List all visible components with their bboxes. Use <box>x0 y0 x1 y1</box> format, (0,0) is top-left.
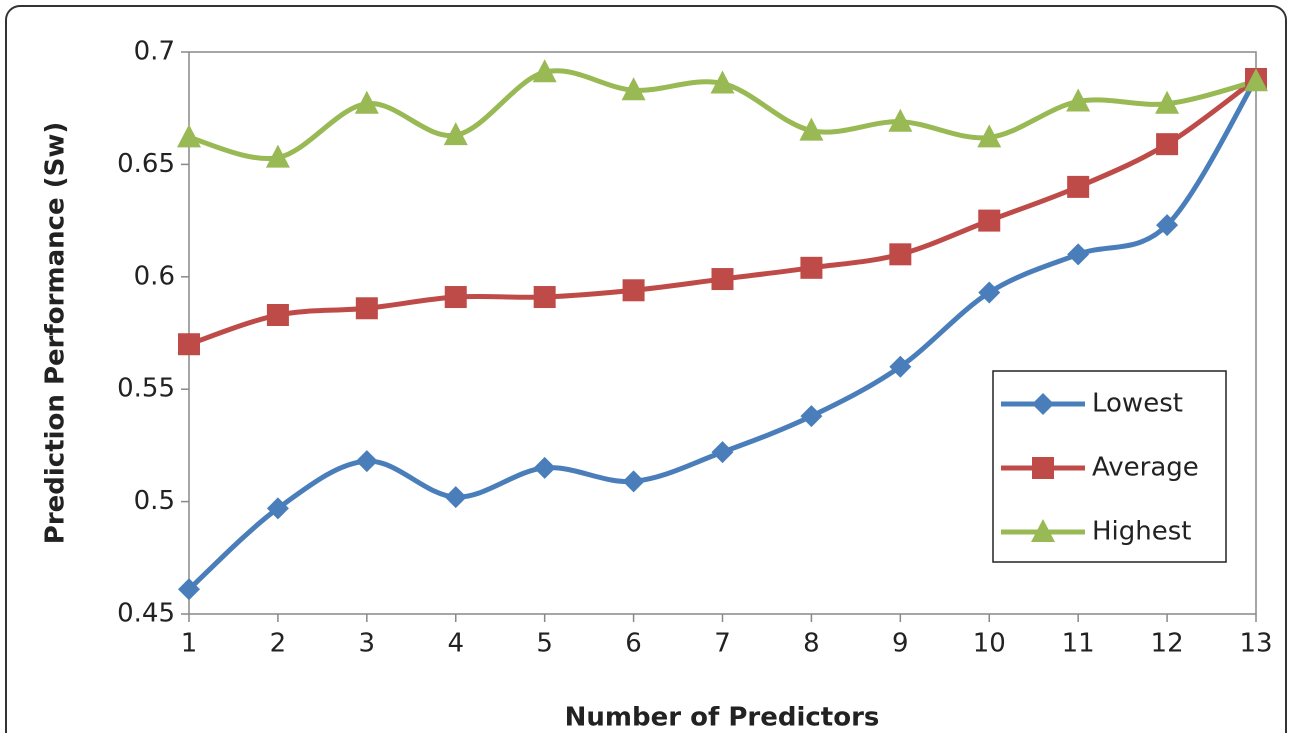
marker <box>621 77 646 101</box>
marker <box>1156 214 1179 237</box>
marker <box>266 304 289 327</box>
marker <box>711 441 734 464</box>
frame <box>5 5 1287 733</box>
x-tick-label: 10 <box>973 629 1006 659</box>
marker <box>800 256 823 279</box>
x-tick-label: 4 <box>447 629 464 659</box>
marker <box>177 124 201 148</box>
marker <box>1244 68 1268 92</box>
marker <box>443 122 468 146</box>
x-tick-label: 13 <box>1239 629 1272 659</box>
legend-label: Highest <box>1092 517 1192 547</box>
y-tick-label: 0.5 <box>134 486 175 516</box>
legend-marker <box>1032 393 1054 415</box>
marker <box>978 281 1001 304</box>
marker <box>622 279 645 302</box>
series-line <box>188 76 1258 347</box>
legend-marker <box>1032 457 1054 479</box>
marker <box>711 268 734 291</box>
y-tick-label: 0.45 <box>117 599 175 629</box>
marker <box>265 144 290 168</box>
x-tick-label: 7 <box>714 629 731 659</box>
x-tick-label: 6 <box>625 629 642 659</box>
marker <box>354 90 379 114</box>
marker <box>1067 243 1090 266</box>
x-tick-label: 9 <box>892 629 909 659</box>
x-tick-label: 5 <box>536 629 553 659</box>
marker <box>889 243 912 266</box>
legend-label: Lowest <box>1092 389 1183 419</box>
x-tick-label: 8 <box>803 629 820 659</box>
x-tick-label: 1 <box>181 629 198 659</box>
marker <box>533 286 556 309</box>
legend-marker <box>1031 519 1055 542</box>
marker <box>1067 175 1090 198</box>
marker <box>444 486 467 509</box>
marker <box>800 405 823 428</box>
marker <box>355 450 378 473</box>
marker <box>978 209 1001 232</box>
marker <box>1155 90 1180 114</box>
marker <box>889 355 912 378</box>
marker <box>178 578 200 601</box>
x-tick-label: 2 <box>270 629 287 659</box>
y-tick-label: 0.7 <box>134 37 175 67</box>
y-tick-label: 0.55 <box>117 374 175 404</box>
marker <box>1066 88 1091 112</box>
x-tick-label: 11 <box>1062 629 1095 659</box>
y-tick-label: 0.65 <box>117 149 175 179</box>
marker <box>799 117 824 141</box>
y-tick-label: 0.6 <box>134 261 175 291</box>
marker <box>622 470 645 493</box>
x-tick-label: 12 <box>1151 629 1184 659</box>
marker <box>266 497 289 520</box>
marker <box>1156 133 1179 156</box>
legend-label: Average <box>1092 453 1199 483</box>
marker <box>977 124 1002 148</box>
marker <box>532 59 557 83</box>
marker <box>178 333 200 356</box>
marker <box>355 297 378 320</box>
marker <box>533 456 556 479</box>
y-axis-title: Prediction Performance (Sw) <box>41 122 71 544</box>
x-tick-label: 3 <box>359 629 376 659</box>
marker <box>444 286 467 309</box>
marker <box>710 70 735 94</box>
marker <box>888 108 913 132</box>
x-axis-title: Number of Predictors <box>565 703 880 733</box>
